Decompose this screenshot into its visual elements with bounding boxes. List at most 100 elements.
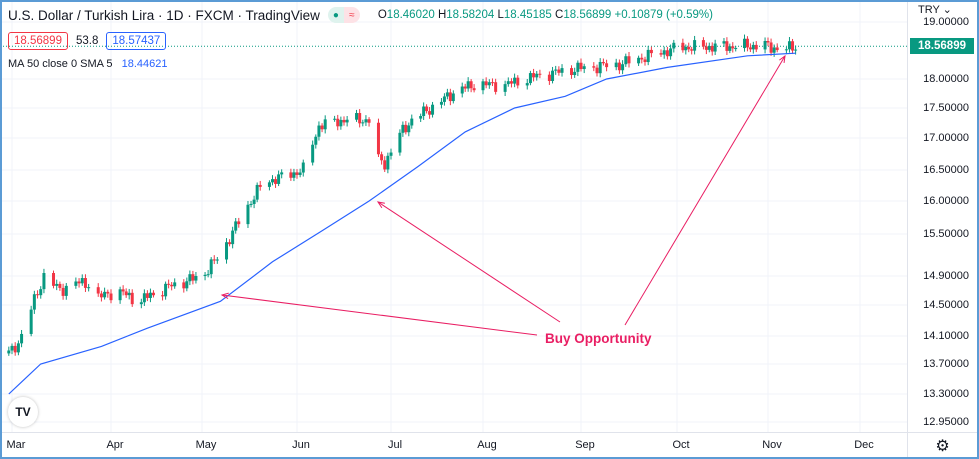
candle-body (649, 49, 653, 54)
candle-body (669, 48, 673, 57)
candle-body (528, 73, 532, 84)
candle-body (710, 45, 714, 52)
candle-body (386, 155, 390, 170)
candle-body (525, 83, 529, 86)
candle-body (690, 49, 694, 51)
candle-body (451, 93, 455, 102)
candle-body (646, 49, 650, 63)
candle-body (118, 289, 122, 301)
candle-body (713, 43, 717, 52)
candle-body (255, 184, 259, 200)
candle-body (39, 289, 43, 296)
candle-body (766, 40, 770, 43)
candle-body (127, 292, 131, 296)
indicator-legend[interactable]: MA 50 close 0 SMA 5 18.44621 (8, 58, 713, 70)
candle-body (252, 199, 256, 204)
tradingview-logo[interactable]: TV (8, 397, 38, 427)
candle-body (665, 50, 669, 57)
candle-body (490, 82, 494, 84)
candle-body (237, 221, 241, 225)
candle-body (96, 287, 100, 294)
candle-body (29, 309, 33, 334)
candle-body (728, 46, 732, 51)
price-tick: 18.00000 (923, 73, 969, 85)
candle-body (643, 59, 647, 63)
candle-body (538, 73, 542, 75)
candle-body (513, 77, 517, 84)
candle-body (592, 66, 596, 68)
candle-body (484, 81, 488, 86)
candle-body (121, 289, 125, 292)
candle-body (106, 291, 110, 294)
candle-body (731, 46, 735, 49)
candle-body (410, 118, 414, 126)
candle-body (148, 292, 152, 298)
candle-body (20, 333, 24, 344)
current-price-label: 18.56899 (910, 38, 974, 55)
annotation-arrow-line (221, 294, 538, 336)
chevron-down-icon: ⌄ (942, 4, 952, 16)
price-tick: 16.00000 (923, 195, 969, 207)
candle-body (130, 292, 134, 305)
candle-body (55, 283, 59, 286)
candle-body (481, 81, 485, 91)
candle-body (185, 281, 189, 289)
status-pill[interactable]: ● ≈ (327, 7, 360, 23)
candle-body (277, 174, 281, 184)
candle-body (725, 41, 729, 51)
chart-plot-area[interactable] (0, 0, 907, 432)
candle-body (342, 119, 346, 123)
candle-body (64, 285, 68, 296)
candle-body (367, 119, 371, 123)
candle-body (506, 81, 510, 85)
candle-body (336, 118, 340, 127)
candle-body (61, 287, 65, 296)
candle-body (170, 284, 174, 287)
candle-body (614, 62, 618, 68)
candle-body (751, 44, 755, 50)
buy-price-button[interactable]: 18.57437 (106, 32, 167, 50)
candle-body (182, 282, 186, 289)
candle-body (83, 278, 87, 288)
candle-body (145, 293, 149, 298)
time-tick: Jun (292, 439, 310, 451)
candle-body (206, 274, 210, 276)
candle-body (13, 345, 17, 353)
candle-body (551, 70, 555, 82)
candle-body (58, 283, 62, 288)
settings-gear-icon[interactable]: ⚙ (907, 432, 977, 459)
price-axis[interactable]: TRY ⌄ 18.56899 19.00000 18.00000 17.50000 1… (907, 0, 977, 432)
sell-price-button[interactable]: 18.56899 (8, 32, 68, 50)
time-tick: Jul (387, 439, 403, 451)
symbol-title: U.S. Dollar / Turkish Lira · 1D · FXCM ·… (8, 7, 320, 23)
candle-body (576, 62, 580, 72)
candle-body (621, 64, 625, 71)
candle-body (161, 295, 165, 297)
ohlc-values: O18.46020 H18.58204 L18.45185 C18.56899 … (377, 9, 713, 21)
time-tick: Dec (854, 439, 874, 451)
candle-body (693, 40, 697, 51)
candle-body (448, 92, 452, 102)
candle-body (361, 122, 365, 124)
candle-body (547, 74, 551, 82)
candle-body (425, 106, 429, 112)
candle-body (707, 45, 711, 50)
candle-body (274, 179, 278, 184)
candle-body (234, 221, 238, 231)
candle-body (784, 49, 788, 51)
candle-body (209, 259, 213, 275)
candle-body (231, 230, 235, 245)
candle-body (74, 281, 78, 286)
ma-50-line (8, 52, 796, 395)
time-tick: Oct (672, 439, 690, 451)
time-tick: Mar (6, 439, 26, 451)
candle-body (687, 46, 691, 50)
candle-body (246, 204, 250, 225)
candle-body (787, 41, 791, 50)
time-axis[interactable]: Mar Apr May Jun Jul Aug Sep Oct Nov Dec (0, 432, 907, 459)
currency-dropdown[interactable]: TRY ⌄ (918, 4, 952, 16)
candle-body (358, 113, 362, 124)
candle-body (579, 62, 583, 70)
arrowhead-icon (779, 54, 786, 64)
candle-body (267, 182, 271, 187)
